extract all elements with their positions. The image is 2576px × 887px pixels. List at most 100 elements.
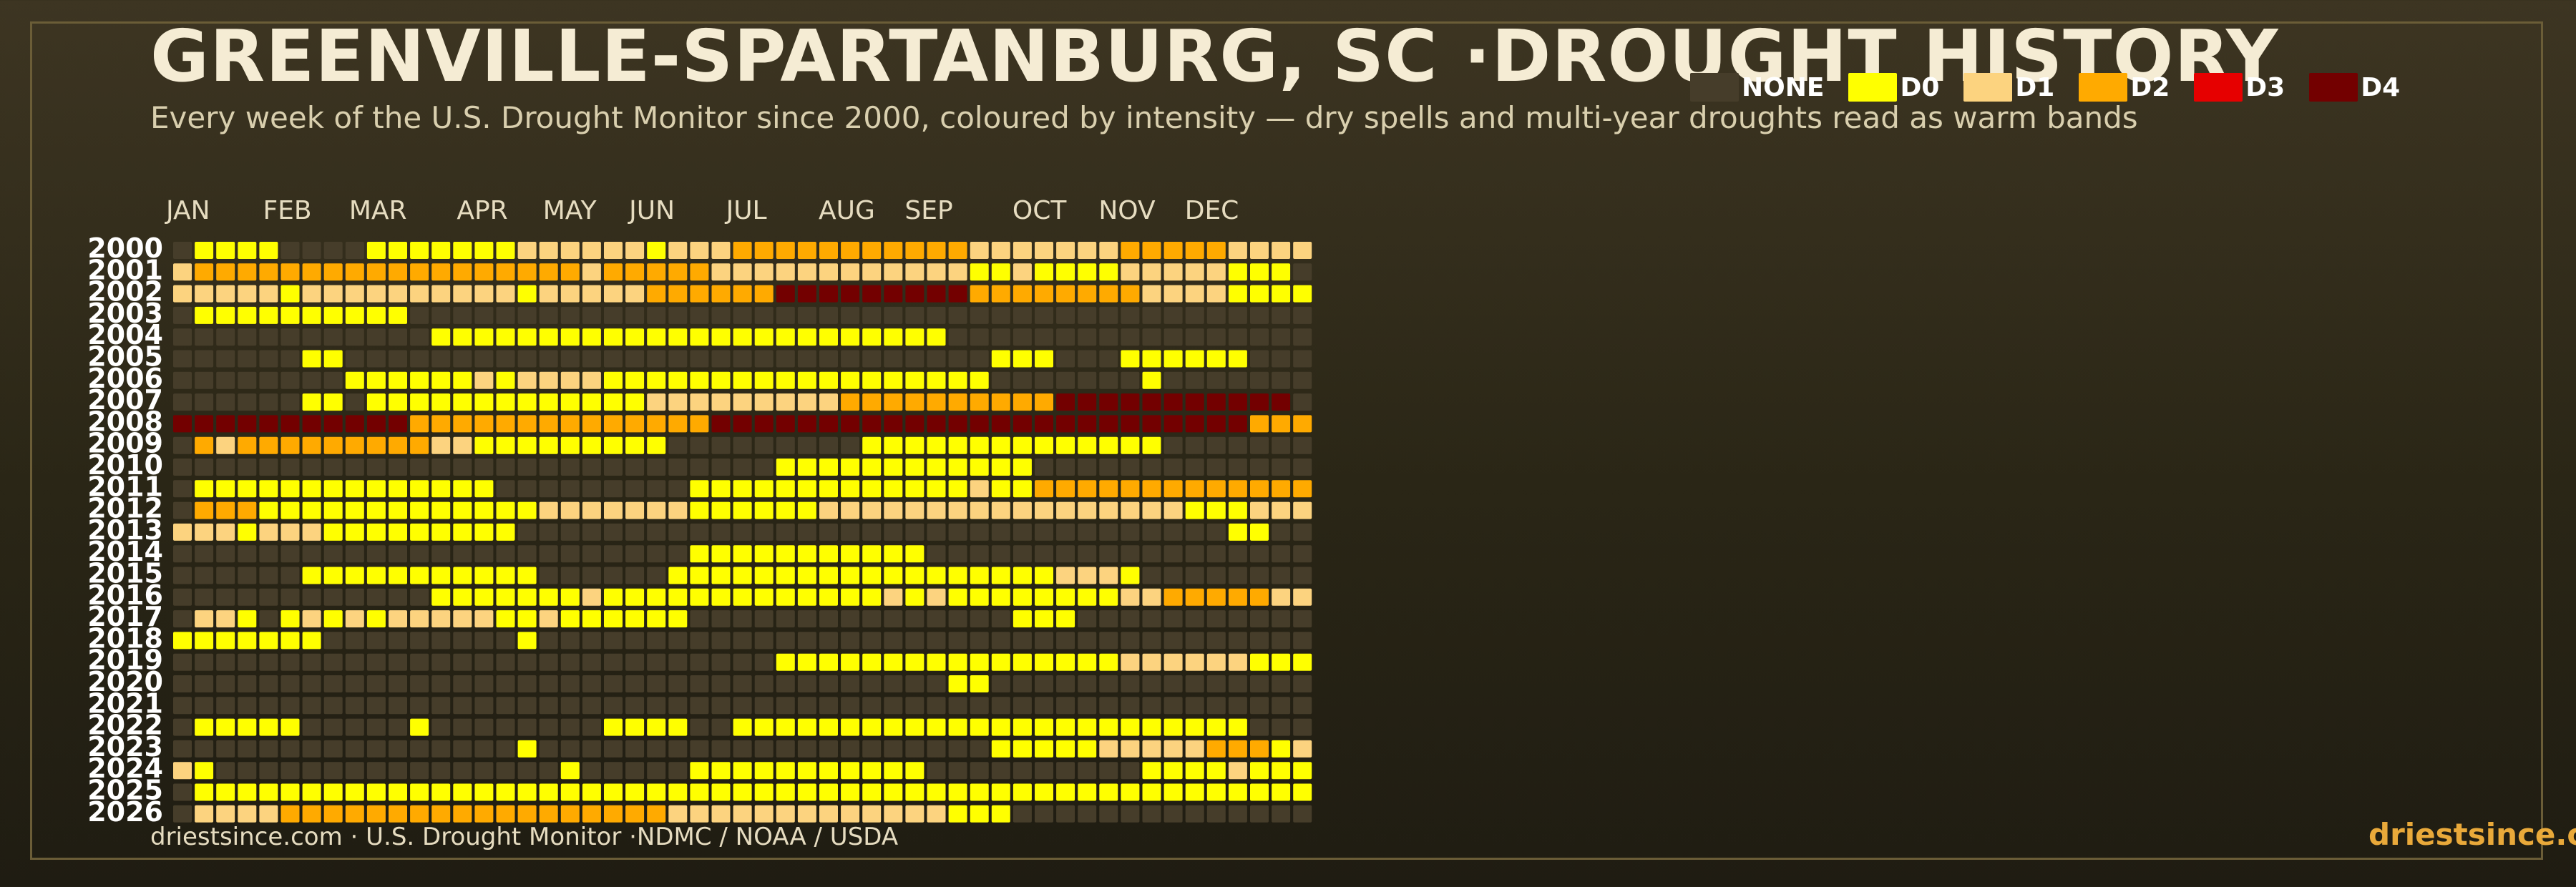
week-cell-2016-w20 <box>582 588 601 606</box>
week-cell-2009-w34 <box>884 436 903 454</box>
week-cell-2007-w44 <box>1099 393 1118 411</box>
week-cell-2006-w49 <box>1206 371 1226 389</box>
week-cell-2019-w45 <box>1121 653 1140 671</box>
week-cell-2025-w19 <box>560 783 580 801</box>
week-cell-2012-w21 <box>604 501 623 519</box>
week-cell-2012-w42 <box>1056 501 1075 519</box>
week-cell-2002-w36 <box>927 285 946 303</box>
week-cell-2026-w21 <box>604 805 623 823</box>
week-cell-2018-w47 <box>1163 632 1183 650</box>
week-cell-2009-w29 <box>776 436 795 454</box>
week-cell-2021-w1 <box>173 697 192 715</box>
week-cell-2011-w44 <box>1099 480 1118 498</box>
week-cell-2004-w39 <box>991 328 1010 346</box>
week-cell-2010-w20 <box>582 459 601 476</box>
year-label-2002: 2002 <box>87 276 163 308</box>
week-cell-2000-w19 <box>560 242 580 259</box>
week-cell-2010-w28 <box>754 459 774 476</box>
week-cell-2000-w14 <box>453 242 472 259</box>
week-cell-2021-w8 <box>323 697 343 715</box>
week-cell-2024-w7 <box>302 762 321 780</box>
week-cell-2012-w5 <box>259 501 278 519</box>
week-cell-2014-w30 <box>797 545 816 563</box>
week-cell-2004-w49 <box>1206 328 1226 346</box>
week-cell-2007-w20 <box>582 393 601 411</box>
week-cell-2023-w23 <box>647 740 666 758</box>
week-cell-2018-w6 <box>280 632 300 650</box>
week-cell-2005-w26 <box>711 350 731 368</box>
week-cell-2025-w3 <box>216 783 235 801</box>
week-cell-2010-w41 <box>1035 459 1053 476</box>
week-cell-2023-w32 <box>841 740 860 758</box>
week-cell-2006-w6 <box>280 371 300 389</box>
week-cell-2006-w33 <box>862 371 882 389</box>
week-cell-2016-w24 <box>668 588 688 606</box>
week-cell-2002-w51 <box>1250 285 1269 303</box>
week-cell-2016-w19 <box>560 588 580 606</box>
week-cell-2018-w32 <box>841 632 860 650</box>
week-cell-2024-w30 <box>797 762 816 780</box>
week-cell-2021-w36 <box>927 697 946 715</box>
week-cell-2016-w32 <box>841 588 860 606</box>
week-cell-2026-w32 <box>841 805 860 823</box>
week-cell-2020-w15 <box>474 675 494 692</box>
week-cell-2006-w24 <box>668 371 688 389</box>
week-cell-2001-w23 <box>647 263 666 281</box>
week-cell-2018-w23 <box>647 632 666 650</box>
week-cell-2012-w19 <box>560 501 580 519</box>
week-cell-2008-w9 <box>345 415 364 433</box>
week-cell-2013-w3 <box>216 523 235 541</box>
week-cell-2013-w46 <box>1142 523 1161 541</box>
week-cell-2006-w27 <box>733 371 752 389</box>
week-cell-2014-w24 <box>668 545 688 563</box>
week-cell-2016-w45 <box>1121 588 1140 606</box>
week-cell-2003-w16 <box>496 306 515 324</box>
footer-brand-link[interactable]: driestsince.com <box>2368 817 2576 852</box>
week-cell-2013-w52 <box>1272 523 1291 541</box>
week-cell-2024-w8 <box>323 762 343 780</box>
week-cell-2005-w25 <box>690 350 709 368</box>
week-cell-2025-w37 <box>948 783 967 801</box>
week-cell-2016-w43 <box>1078 588 1097 606</box>
week-cell-2023-w20 <box>582 740 601 758</box>
week-cell-2022-w13 <box>431 718 451 736</box>
week-cell-2001-w10 <box>366 263 386 281</box>
week-cell-2022-w12 <box>410 718 429 736</box>
week-cell-2014-w4 <box>238 545 257 563</box>
week-cell-2007-w53 <box>1293 393 1312 411</box>
week-cell-2006-w47 <box>1163 371 1183 389</box>
week-cell-2016-w42 <box>1056 588 1075 606</box>
week-cell-2019-w32 <box>841 653 860 671</box>
week-cell-2018-w38 <box>970 632 989 650</box>
week-cell-2016-w15 <box>474 588 494 606</box>
week-cell-2011-w14 <box>453 480 472 498</box>
week-cell-2017-w41 <box>1035 610 1053 628</box>
week-cell-2023-w33 <box>862 740 882 758</box>
week-cell-2016-w37 <box>948 588 967 606</box>
week-cell-2019-w1 <box>173 653 192 671</box>
week-cell-2026-w41 <box>1035 805 1053 823</box>
week-cell-2026-w47 <box>1163 805 1183 823</box>
week-cell-2026-w4 <box>238 805 257 823</box>
week-cell-2012-w46 <box>1142 501 1161 519</box>
week-cell-2001-w32 <box>841 263 860 281</box>
week-cell-2021-w41 <box>1035 697 1053 715</box>
week-cell-2014-w35 <box>905 545 924 563</box>
week-cell-2022-w5 <box>259 718 278 736</box>
week-cell-2024-w18 <box>539 762 558 780</box>
year-label-2009: 2009 <box>87 428 163 459</box>
week-cell-2009-w17 <box>517 436 537 454</box>
week-cell-2000-w7 <box>302 242 321 259</box>
week-cell-2008-w37 <box>948 415 967 433</box>
week-cell-2018-w5 <box>259 632 278 650</box>
week-cell-2005-w28 <box>754 350 774 368</box>
week-cell-2006-w39 <box>991 371 1010 389</box>
week-cell-2012-w49 <box>1206 501 1226 519</box>
week-cell-2011-w48 <box>1185 480 1204 498</box>
week-cell-2012-w36 <box>927 501 946 519</box>
week-cell-2002-w10 <box>366 285 386 303</box>
week-cell-2005-w6 <box>280 350 300 368</box>
week-cell-2000-w26 <box>711 242 731 259</box>
week-cell-2011-w19 <box>560 480 580 498</box>
week-cell-2020-w50 <box>1228 675 1247 692</box>
